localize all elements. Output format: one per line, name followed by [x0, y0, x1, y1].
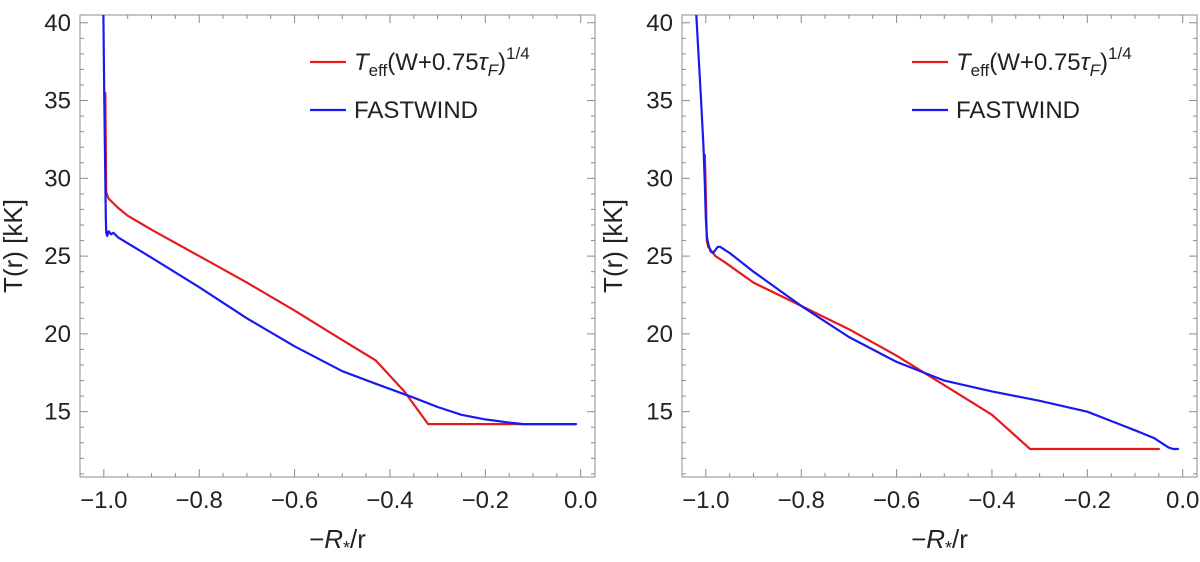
x-tick-label: −0.4 [968, 487, 1015, 514]
fastwind-series-line [102, 15, 577, 426]
y-tick-label: 30 [44, 165, 71, 192]
legend-label-fastwind: FASTWIND [354, 97, 478, 124]
model-series-line [703, 153, 1160, 451]
x-tick-label: 0.0 [564, 487, 597, 514]
x-tick-label: −1.0 [80, 487, 127, 514]
series-group [102, 15, 577, 426]
x-tick-label: −0.2 [1064, 487, 1111, 514]
y-tick-label: 25 [44, 243, 71, 270]
y-tick-label: 35 [44, 88, 71, 115]
x-tick-label: −0.6 [873, 487, 920, 514]
legend-label-model: Teff(W+0.75τF)1/4 [354, 44, 530, 80]
x-tick-label: −0.8 [778, 487, 825, 514]
series-group [695, 15, 1179, 451]
model-series-line [104, 91, 577, 426]
y-tick-label: 15 [646, 399, 673, 426]
y-axis-label: T(r) [kK] [598, 199, 628, 293]
legend-label-fastwind: FASTWIND [956, 97, 1080, 124]
y-tick-label: 40 [646, 10, 673, 37]
x-axis-label: −R*/r [309, 524, 366, 558]
x-axis-label: −R*/r [911, 524, 968, 558]
x-tick-label: −1.0 [682, 487, 729, 514]
y-tick-label: 40 [44, 10, 71, 37]
x-tick-label: −0.4 [366, 487, 413, 514]
x-tick-label: 0.0 [1166, 487, 1199, 514]
y-tick-label: 30 [646, 165, 673, 192]
right-chart-panel: −1.0 −0.8 −0.6 −0.4 −0.2 0.0 15 20 25 30 35 40 −R*/r… [598, 10, 1199, 558]
plot-frame [79, 14, 596, 478]
legend: Teff(W+0.75τF)1/4 FASTWIND [912, 44, 1132, 124]
x-tick-label: −0.6 [271, 487, 318, 514]
legend: Teff(W+0.75τF)1/4 FASTWIND [310, 44, 530, 124]
x-tick-label: −0.8 [176, 487, 223, 514]
y-tick-label: 25 [646, 243, 673, 270]
x-tick-label: −0.2 [462, 487, 509, 514]
y-tick-label: 20 [646, 321, 673, 348]
plot-frame [681, 14, 1198, 478]
legend-label-model: Teff(W+0.75τF)1/4 [956, 44, 1132, 80]
y-tick-label: 15 [44, 399, 71, 426]
y-tick-label: 35 [646, 88, 673, 115]
left-chart-panel: −1.0 −0.8 −0.6 −0.4 −0.2 0.0 15 20 25 30 35 40 −R*/r… [0, 10, 597, 558]
fastwind-series-line [695, 15, 1179, 451]
y-axis-label: T(r) [kK] [0, 199, 28, 293]
y-tick-label: 20 [44, 321, 71, 348]
